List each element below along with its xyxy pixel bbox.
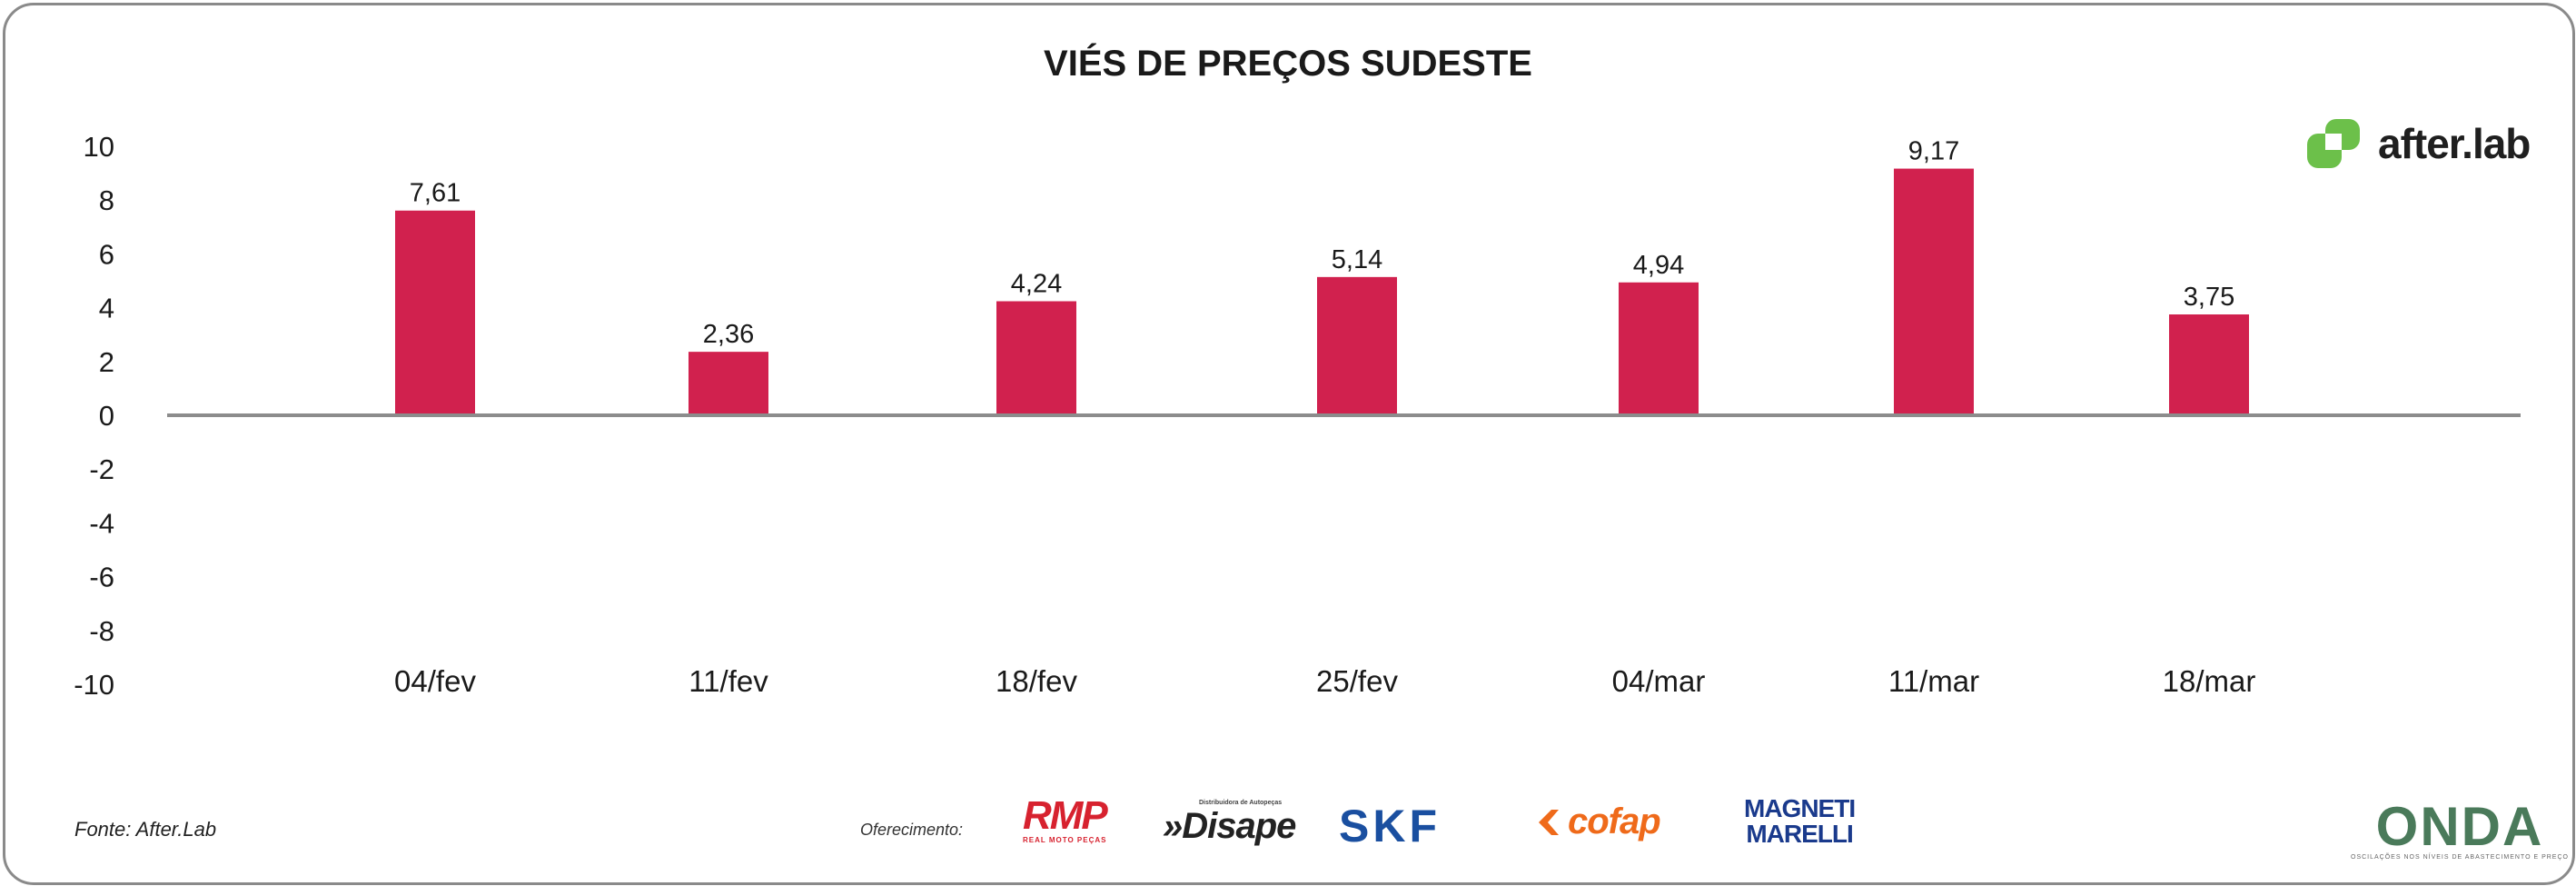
y-tick-label: 2 (99, 346, 114, 378)
y-tick-label: -6 (89, 562, 114, 593)
bar-value-label: 3,75 (2184, 283, 2234, 312)
bar (395, 210, 475, 415)
rmp-tagline: REAL MOTO PEÇAS (1023, 836, 1107, 844)
disape-tagline: Distribuidora de Autopeças (1199, 800, 1283, 806)
x-tick-label: 11/fev (689, 664, 768, 698)
y-tick-label: 8 (99, 184, 114, 216)
y-tick-label: -8 (89, 615, 114, 647)
bar-value-label: 7,61 (410, 179, 461, 208)
magneti-marelli-logo: MAGNETI MARELLI (1744, 794, 1856, 848)
disape-logo-text: »Disape (1163, 806, 1296, 846)
bar (996, 301, 1076, 415)
bar (1619, 282, 1699, 415)
y-tick-label: 6 (99, 238, 114, 270)
skf-logo: SKF (1339, 801, 1441, 851)
rmp-logo-text: RMP (1023, 793, 1108, 838)
y-tick-label: -10 (74, 669, 114, 701)
afterlab-logo: after.lab (2305, 114, 2560, 173)
bar (689, 352, 768, 415)
chart-frame (3, 3, 2575, 885)
onda-logo-text: ONDA (2375, 796, 2544, 857)
disape-logo: Distribuidora de Autopeças »Disape (1163, 800, 1296, 854)
y-tick-label: 0 (99, 400, 114, 432)
y-tick-label: 10 (84, 131, 114, 163)
afterlab-logo-text: after.lab (2378, 120, 2531, 167)
y-tick-label: 4 (99, 293, 114, 324)
y-tick-label: -2 (89, 453, 114, 485)
x-tick-label: 04/fev (394, 664, 476, 698)
onda-tagline: OSCILAÇÕES NOS NÍVEIS DE ABASTECIMENTO E… (2351, 854, 2569, 861)
x-tick-label: 04/mar (1612, 664, 1706, 698)
x-tick-label: 11/mar (1888, 664, 1979, 698)
bar-value-label: 4,94 (1633, 251, 1684, 280)
bar (1317, 276, 1397, 415)
bar-value-label: 9,17 (1908, 137, 1959, 166)
cofap-icon (1539, 809, 1559, 835)
magneti-line1: MAGNETI (1744, 794, 1856, 822)
bar (2169, 314, 2249, 415)
x-tick-label: 25/fev (1316, 664, 1398, 698)
cofap-logo: cofap (1535, 801, 1661, 842)
bar-value-label: 2,36 (703, 320, 754, 349)
onda-logo: ONDA OSCILAÇÕES NOS NÍVEIS DE ABASTECIME… (2351, 800, 2569, 861)
y-tick-label: -4 (89, 507, 114, 539)
afterlab-icon (2307, 119, 2360, 168)
x-tick-label: 18/mar (2163, 664, 2256, 698)
magneti-line2: MARELLI (1746, 820, 1853, 848)
bar (1894, 168, 1974, 415)
chart-title: VIÉS DE PREÇOS SUDESTE (1044, 44, 1532, 84)
rmp-logo: RMP REAL MOTO PEÇAS (1023, 796, 1141, 852)
source-note: Fonte: After.Lab (74, 818, 217, 841)
sponsor-label: Oferecimento: (860, 821, 964, 839)
bar-value-label: 4,24 (1011, 269, 1062, 298)
x-tick-label: 18/fev (996, 664, 1077, 698)
cofap-logo-text: cofap (1568, 801, 1661, 841)
bar-value-label: 5,14 (1332, 245, 1382, 274)
